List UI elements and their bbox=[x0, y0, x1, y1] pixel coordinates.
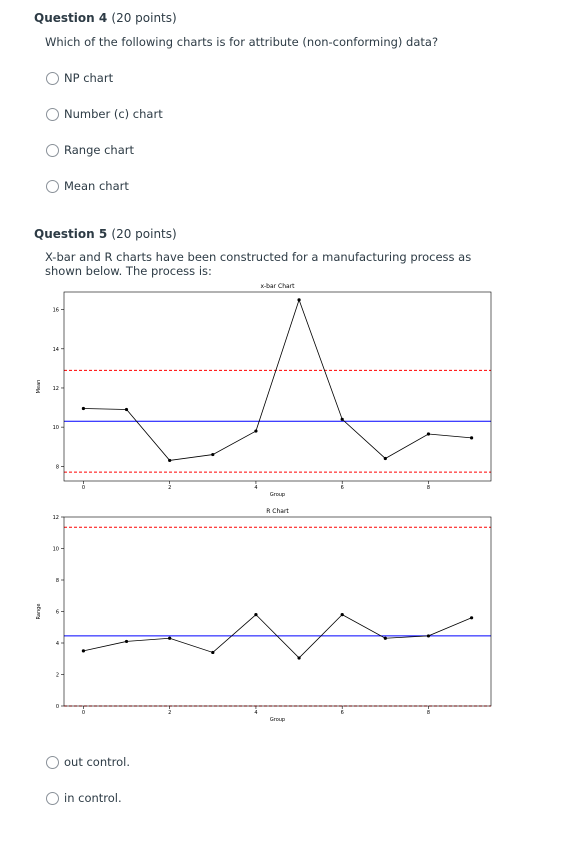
radio[interactable] bbox=[46, 143, 59, 157]
x-axis-label: Group bbox=[270, 717, 285, 723]
data-point bbox=[81, 649, 86, 653]
y-axis-label: Mean bbox=[36, 380, 42, 394]
plot-frame bbox=[63, 516, 492, 707]
option[interactable]: Range chart bbox=[46, 143, 134, 157]
y-tick-label: 0 bbox=[56, 704, 59, 710]
option-label: out control. bbox=[64, 755, 131, 769]
y-tick-label: 10 bbox=[53, 425, 59, 431]
data-point bbox=[340, 613, 344, 617]
chart-title: x-bar Chart bbox=[260, 283, 295, 290]
data-point bbox=[124, 407, 129, 412]
y-tick-label: 16 bbox=[53, 308, 59, 314]
question-number: Question 5 bbox=[34, 227, 108, 241]
data-point bbox=[254, 429, 258, 433]
y-tick-label: 10 bbox=[53, 547, 59, 553]
data-point bbox=[211, 650, 215, 655]
option-label: Range chart bbox=[64, 143, 134, 157]
data-point bbox=[211, 452, 215, 457]
option-label: Number (c) chart bbox=[64, 107, 163, 121]
question-header: Question 5 (20 points) bbox=[34, 227, 177, 241]
y-tick-label: 12 bbox=[53, 515, 59, 521]
x-tick-label: 0 bbox=[82, 485, 85, 491]
option[interactable]: NP chart bbox=[46, 71, 113, 85]
y-tick-label: 6 bbox=[56, 610, 59, 616]
x-tick-label: 0 bbox=[82, 710, 85, 716]
series-line bbox=[83, 298, 472, 461]
y-tick-label: 4 bbox=[56, 641, 59, 647]
data-point bbox=[469, 436, 474, 440]
option[interactable]: out control. bbox=[46, 755, 130, 769]
option[interactable]: in control. bbox=[46, 791, 122, 805]
y-tick-label: 14 bbox=[53, 347, 59, 353]
y-axis-label: Range bbox=[36, 604, 42, 620]
option-label: in control. bbox=[64, 791, 122, 805]
data-point bbox=[469, 616, 474, 620]
data-point bbox=[168, 458, 172, 463]
x-tick-label: 4 bbox=[254, 485, 257, 491]
radio[interactable] bbox=[46, 71, 59, 85]
data-point bbox=[124, 639, 129, 644]
charts: x-bar Chart Group Mean 8 10 12 14 16 0 2 4 6 8 R Char… bbox=[36, 283, 492, 723]
data-point bbox=[297, 656, 301, 660]
x-tick-label: 2 bbox=[168, 485, 171, 491]
x-axis-label: Group bbox=[270, 492, 285, 498]
x-tick-label: 6 bbox=[341, 710, 344, 716]
data-point bbox=[254, 613, 258, 617]
x-tick-label: 8 bbox=[427, 710, 430, 716]
data-point bbox=[168, 636, 172, 640]
data-point bbox=[297, 298, 301, 302]
y-tick-label: 12 bbox=[53, 386, 59, 392]
option[interactable]: Mean chart bbox=[46, 179, 129, 193]
data-point bbox=[340, 417, 344, 421]
data-point bbox=[426, 432, 431, 436]
option-label: Mean chart bbox=[64, 179, 129, 193]
data-point bbox=[81, 406, 86, 411]
option[interactable]: Number (c) chart bbox=[46, 107, 163, 121]
data-point bbox=[383, 456, 387, 461]
option-label: NP chart bbox=[64, 71, 114, 85]
x-tick-label: 6 bbox=[341, 485, 344, 491]
question-number: Question 4 bbox=[34, 11, 108, 25]
question-points: (20 points) bbox=[111, 11, 177, 25]
question-text: Which of the following charts is for att… bbox=[45, 35, 439, 49]
radio[interactable] bbox=[46, 107, 59, 121]
y-tick-label: 8 bbox=[56, 464, 59, 470]
series-line bbox=[83, 614, 472, 659]
chart-title: R Chart bbox=[266, 508, 289, 515]
plot-frame bbox=[63, 291, 492, 482]
question-points: (20 points) bbox=[111, 227, 177, 241]
data-point bbox=[426, 634, 431, 638]
x-tick-label: 2 bbox=[168, 710, 171, 716]
question-text: X-bar and R charts have been constructed… bbox=[45, 250, 472, 278]
radio[interactable] bbox=[46, 791, 59, 805]
data-point bbox=[383, 636, 387, 640]
x-tick-label: 8 bbox=[427, 485, 430, 491]
y-tick-label: 2 bbox=[56, 673, 59, 679]
x-tick-label: 4 bbox=[254, 710, 257, 716]
question-header: Question 4 (20 points) bbox=[34, 11, 177, 25]
radio[interactable] bbox=[46, 755, 59, 769]
y-tick-label: 8 bbox=[56, 578, 59, 584]
radio[interactable] bbox=[46, 179, 59, 193]
